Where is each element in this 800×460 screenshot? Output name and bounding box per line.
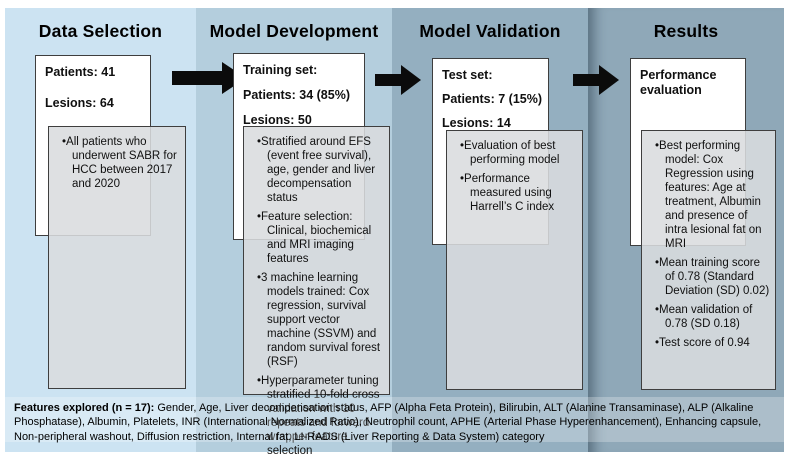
flow-arrow-2 bbox=[375, 65, 421, 95]
detail-bullet: Stratified around EFS (event free surviv… bbox=[257, 135, 385, 205]
detail-bullet: Mean training score of 0.78 (Standard De… bbox=[655, 256, 771, 298]
detail-bullet: All patients who underwent SABR for HCC … bbox=[62, 135, 181, 191]
summary-line: Patients: 7 (15%) bbox=[442, 91, 543, 106]
summary-line: Test set: bbox=[442, 68, 493, 82]
summary-line: Patients: 41 bbox=[45, 65, 116, 79]
flow-column-2: Model Development Training set: Patients:… bbox=[196, 8, 392, 457]
detail-box: Stratified around EFS (event free surviv… bbox=[243, 126, 390, 457]
summary-line: Patients: 34 (85%) bbox=[243, 87, 350, 102]
arrow-head bbox=[401, 65, 421, 95]
flow-column-1: Data Selection Patients: 41 Lesions: 64 A… bbox=[5, 8, 196, 452]
features-explored-label: Features explored (n = 17): bbox=[14, 402, 155, 414]
summary-line: Lesions: 14 bbox=[442, 115, 511, 130]
summary-line: Lesions: 50 bbox=[243, 112, 312, 127]
detail-bullet-list: Best performing model: Cox Regression us… bbox=[650, 139, 771, 350]
detail-bullet-list: Evaluation of best performing model Perfo… bbox=[455, 139, 578, 214]
detail-bullet: Best performing model: Cox Regression us… bbox=[655, 139, 771, 251]
features-explored-list: Gender, Age, Liver decompensation status… bbox=[14, 402, 762, 443]
arrow-shaft bbox=[172, 71, 224, 85]
flow-column-3: Model Validation Test set: Patients: 7 (1… bbox=[392, 8, 588, 452]
arrow-head bbox=[599, 65, 619, 95]
flow-column-4: Results Performance evaluation Best perf… bbox=[588, 8, 784, 452]
detail-bullet: Test score of 0.94 bbox=[655, 336, 771, 350]
column-header: Results bbox=[653, 21, 719, 41]
summary-line: Performance evaluation bbox=[640, 68, 717, 97]
detail-bullet: Feature selection: Clinical, biochemical… bbox=[257, 210, 385, 266]
flow-arrow-3 bbox=[573, 65, 619, 95]
arrow-shaft bbox=[573, 74, 601, 86]
detail-bullet: Performance measured using Harrell’s C i… bbox=[460, 172, 578, 214]
arrow-shaft bbox=[375, 74, 403, 86]
features-explored-text: Features explored (n = 17): Gender, Age,… bbox=[14, 401, 778, 444]
detail-bullet: Hyperparameter tuning stratified 10-fold… bbox=[257, 374, 385, 458]
detail-box: Evaluation of best performing model Perfo… bbox=[446, 130, 583, 390]
detail-bullet: Evaluation of best performing model bbox=[460, 139, 578, 167]
features-explored-note: Features explored (n = 17): Gender, Age,… bbox=[5, 397, 784, 444]
detail-bullet: 3 machine learning models trained: Cox r… bbox=[257, 271, 385, 369]
detail-box: All patients who underwent SABR for HCC … bbox=[48, 126, 186, 389]
detail-bullet-list: Stratified around EFS (event free surviv… bbox=[252, 135, 385, 458]
column-header: Data Selection bbox=[38, 21, 163, 41]
column-header: Model Development bbox=[209, 21, 379, 41]
summary-line: Training set: bbox=[243, 63, 318, 77]
detail-box: Best performing model: Cox Regression us… bbox=[641, 130, 776, 390]
column-header: Model Validation bbox=[419, 21, 561, 41]
detail-bullet: Mean validation of 0.78 (SD 0.18) bbox=[655, 303, 771, 331]
detail-bullet-list: All patients who underwent SABR for HCC … bbox=[57, 135, 181, 191]
summary-line: Lesions: 64 bbox=[45, 95, 114, 110]
